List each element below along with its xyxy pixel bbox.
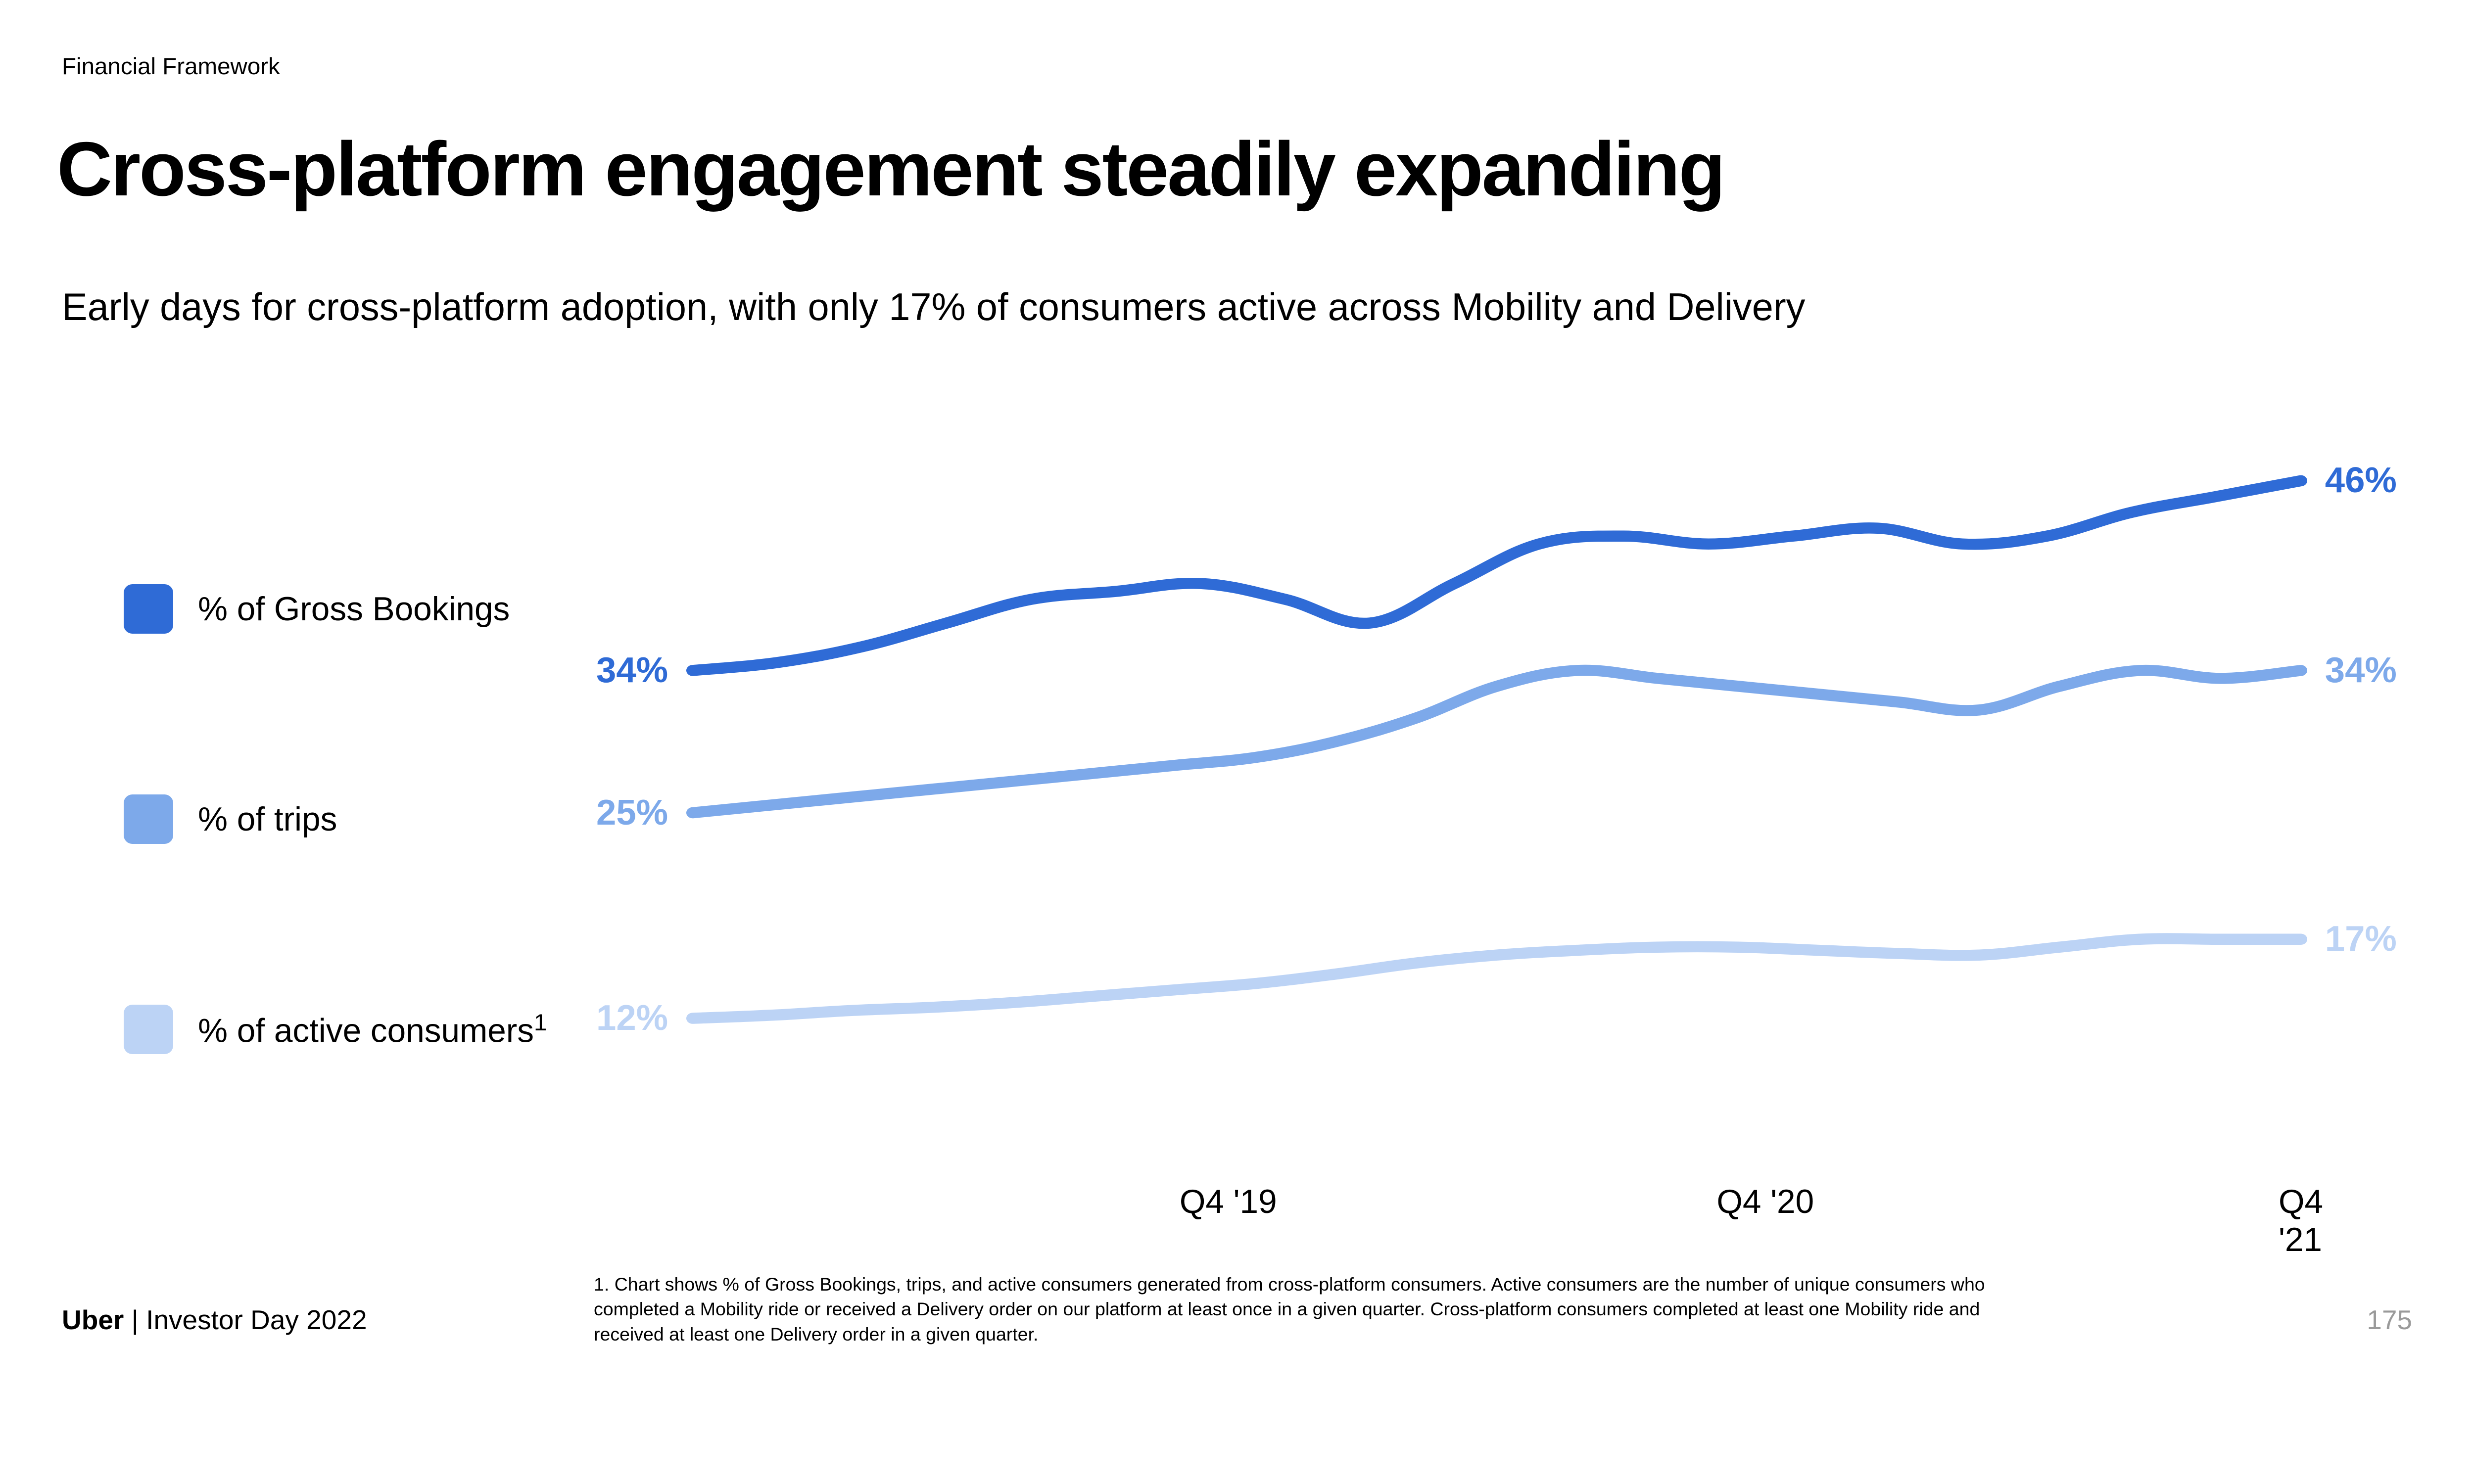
series-gross_bookings: [693, 481, 2301, 671]
page-title: Cross-platform engagement steadily expan…: [57, 125, 1724, 213]
chart-svg: [693, 417, 2301, 1113]
footer-event: Investor Day 2022: [146, 1304, 367, 1335]
legend-item: % of Gross Bookings: [124, 584, 547, 634]
legend-swatch: [124, 584, 173, 634]
x-axis-ticks: Q4 '19Q4 '20Q4 '21: [693, 1183, 2301, 1239]
series-active_consumers: [693, 938, 2301, 1018]
end-value-label: 34%: [2325, 649, 2397, 691]
footer-brand: Uber | Investor Day 2022: [62, 1304, 367, 1336]
legend-label: % of Gross Bookings: [198, 590, 510, 628]
page-subtitle: Early days for cross-platform adoption, …: [62, 285, 1805, 329]
end-value-label: 46%: [2325, 460, 2397, 501]
legend-label: % of trips: [198, 800, 337, 838]
start-value-label: 25%: [596, 792, 668, 833]
footnote-text: 1. Chart shows % of Gross Bookings, trip…: [594, 1272, 2029, 1347]
legend-label: % of active consumers1: [198, 1009, 547, 1050]
page-number: 175: [2367, 1304, 2412, 1336]
legend-swatch: [124, 794, 173, 844]
x-tick-label: Q4 '19: [1180, 1183, 1277, 1221]
start-value-label: 12%: [596, 997, 668, 1038]
footer-sep: |: [124, 1304, 146, 1335]
line-chart: 34%46%25%34%12%17%: [693, 417, 2301, 1113]
brand-name: Uber: [62, 1304, 124, 1335]
legend-item: % of active consumers1: [124, 1005, 547, 1054]
slide: Financial Framework Cross-platform engag…: [0, 0, 2474, 1391]
x-tick-label: Q4 '21: [2279, 1183, 2323, 1259]
section-eyebrow: Financial Framework: [62, 53, 280, 80]
legend-swatch: [124, 1005, 173, 1054]
legend-item: % of trips: [124, 794, 547, 844]
x-tick-label: Q4 '20: [1716, 1183, 1814, 1221]
start-value-label: 34%: [596, 649, 668, 691]
end-value-label: 17%: [2325, 918, 2397, 959]
chart-legend: % of Gross Bookings % of trips % of active…: [124, 584, 547, 1054]
series-trips: [693, 670, 2301, 813]
